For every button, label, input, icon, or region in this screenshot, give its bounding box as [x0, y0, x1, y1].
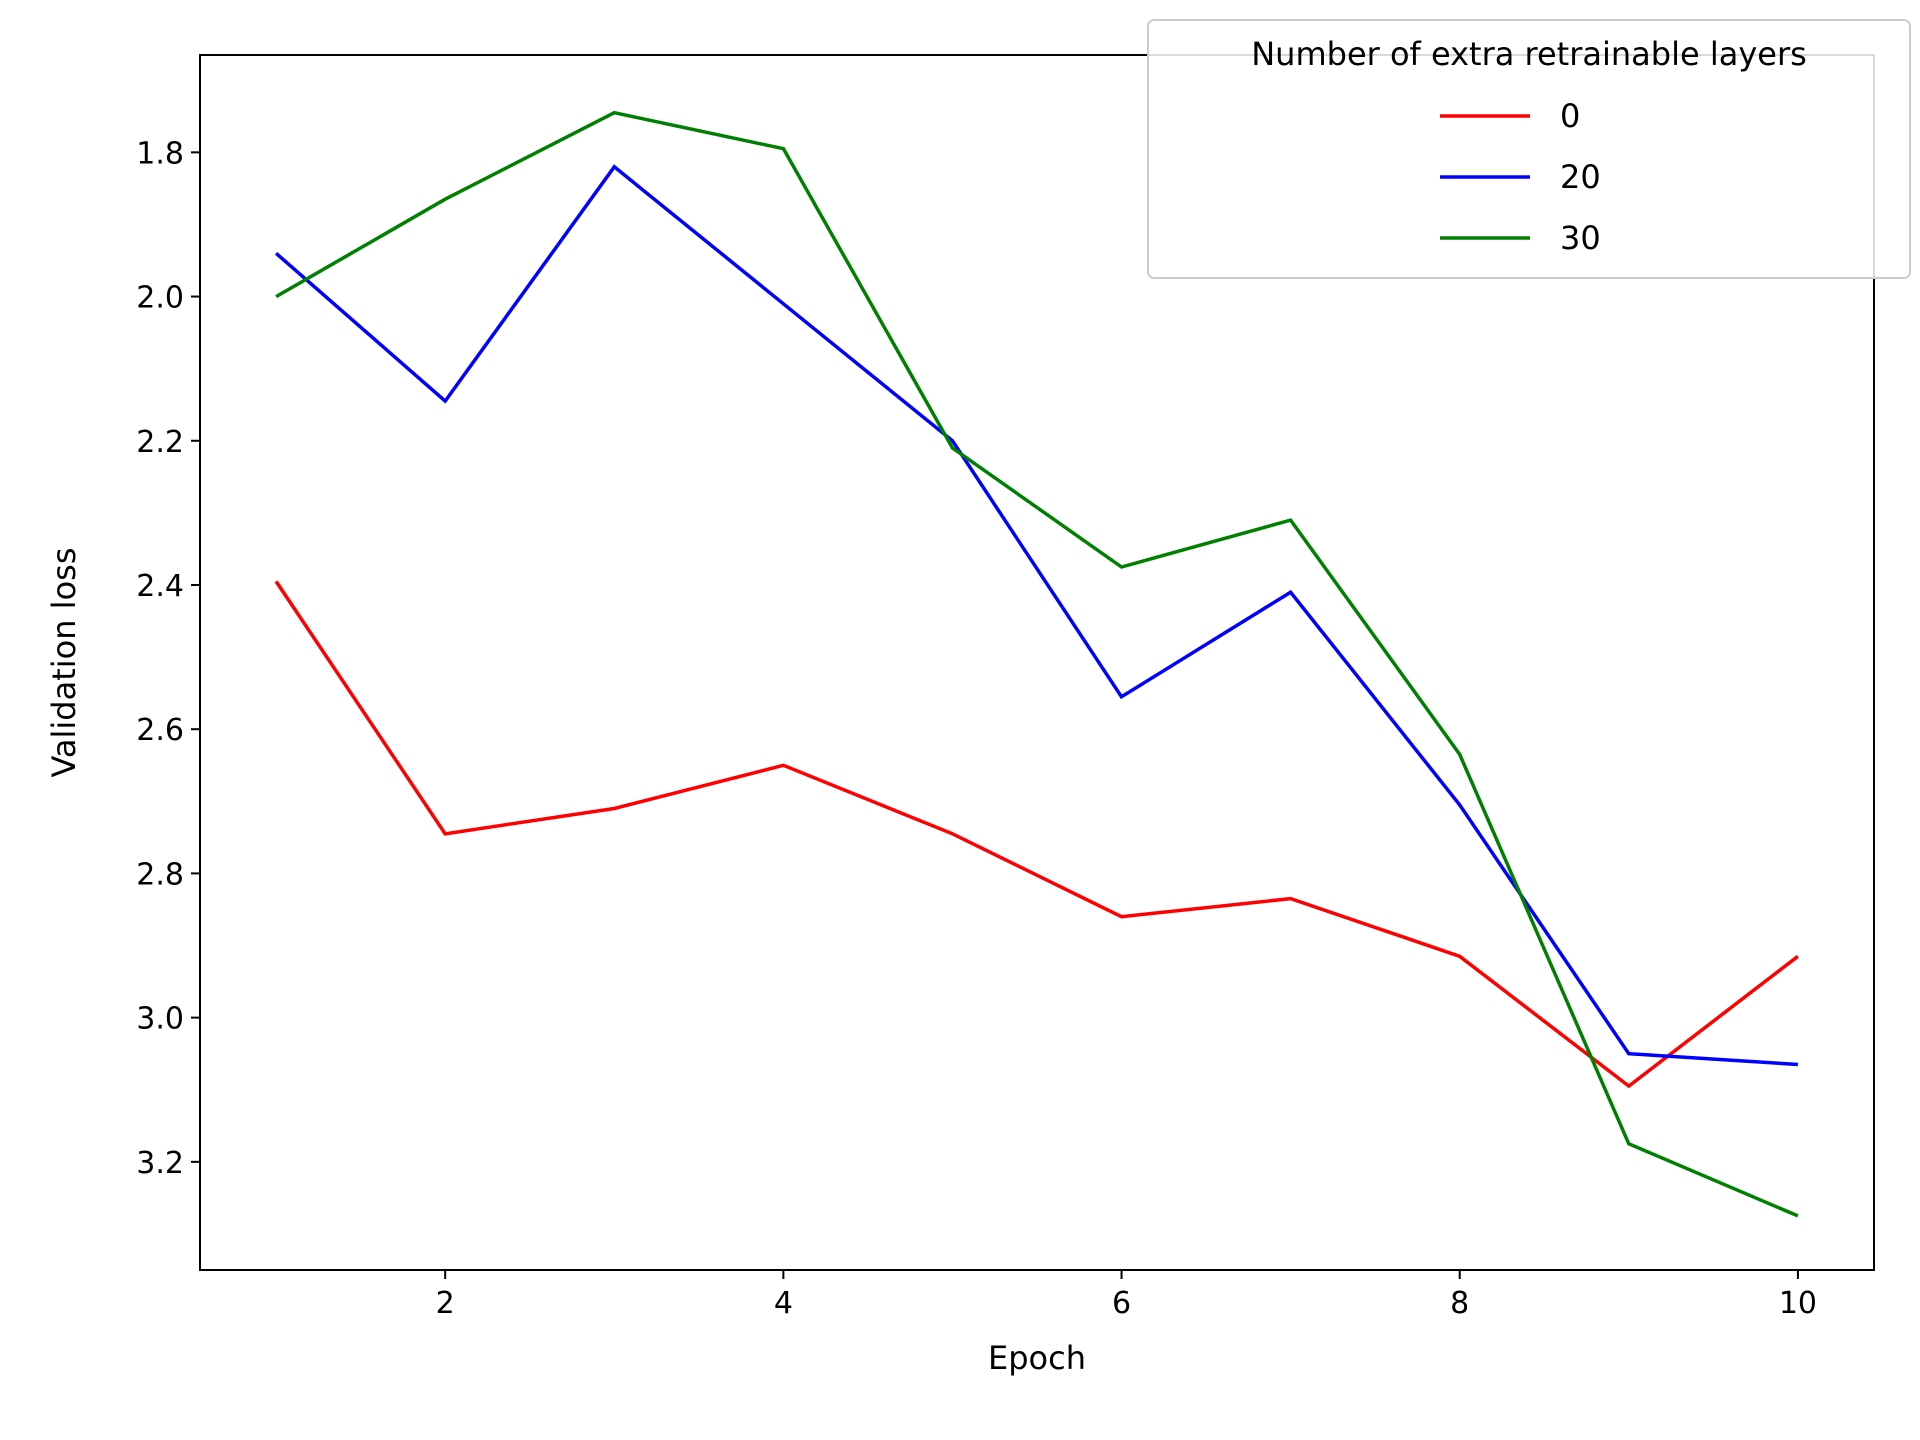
legend-title: Number of extra retrainable layers	[1251, 35, 1807, 73]
y-tick-label: 2.0	[136, 281, 184, 316]
legend-label-20: 20	[1560, 158, 1601, 196]
y-tick-label: 2.8	[136, 857, 184, 892]
y-tick-label: 2.6	[136, 713, 184, 748]
y-tick-label: 3.2	[136, 1146, 184, 1181]
legend-label-30: 30	[1560, 219, 1601, 257]
y-axis-label: Validation loss	[45, 548, 83, 778]
series-line-30	[275, 110, 1799, 1218]
series-layer	[274, 110, 1799, 1218]
legend-label-0: 0	[1560, 97, 1580, 135]
x-axis: 2 4 6 8 10	[436, 1270, 1817, 1321]
x-tick-label: 10	[1779, 1286, 1817, 1321]
legend-entries: 0 20 30	[1440, 97, 1601, 257]
x-axis-label: Epoch	[988, 1339, 1086, 1377]
x-tick-label: 6	[1112, 1286, 1131, 1321]
y-tick-label: 1.8	[136, 136, 184, 171]
legend: Number of extra retrainable layers 0 20 30	[1147, 19, 1911, 279]
x-tick-label: 8	[1450, 1286, 1469, 1321]
y-tick-label: 2.4	[136, 569, 184, 604]
series-line-0	[274, 580, 1799, 1089]
x-tick-label: 4	[774, 1286, 793, 1321]
plot-frame	[199, 54, 1875, 1271]
x-tick-label: 2	[436, 1286, 455, 1321]
y-axis: 1.8 2.0 2.2 2.4 2.6 2.8 3.0 3.2	[136, 136, 200, 1181]
legend-box	[1147, 19, 1911, 279]
y-tick-label: 3.0	[136, 1002, 184, 1037]
y-tick-label: 2.2	[136, 425, 184, 460]
series-line-20	[274, 164, 1799, 1067]
